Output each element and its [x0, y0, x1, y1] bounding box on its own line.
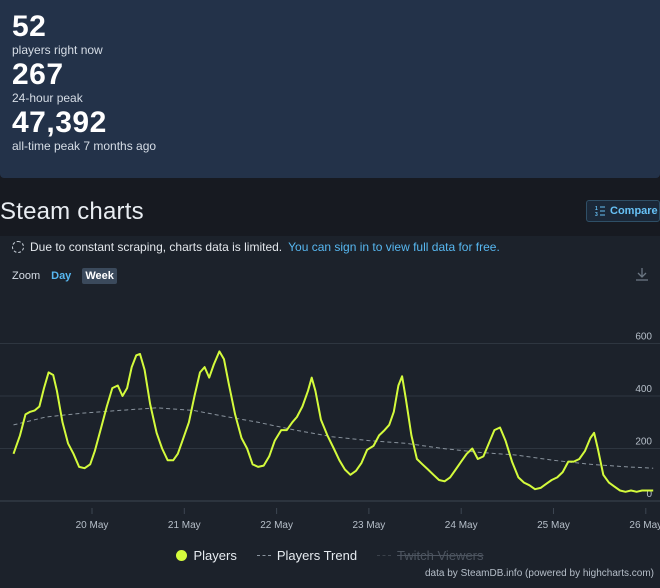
legend-twitch-label: Twitch Viewers: [397, 547, 484, 563]
legend-twitch[interactable]: Twitch Viewers: [377, 547, 484, 563]
zoom-day-button[interactable]: Day: [51, 270, 72, 282]
chart-legend: Players Players Trend Twitch Viewers: [0, 546, 660, 564]
x-tick-label: 22 May: [260, 520, 293, 531]
zoom-label: Zoom: [12, 270, 41, 282]
players-now-value: 52: [12, 10, 47, 43]
legend-trend-label: Players Trend: [276, 547, 358, 563]
players-series-line: [12, 350, 654, 493]
data-limit-notice: Due to constant scraping, charts data is…: [12, 240, 500, 254]
x-tick-label: 25 May: [537, 520, 570, 531]
x-tick-label: 23 May: [353, 520, 386, 531]
compare-button[interactable]: 1 3 Compare: [586, 200, 660, 222]
legend-players[interactable]: Players: [176, 547, 237, 563]
y-tick-label: 200: [635, 437, 652, 448]
players-chart: 0 200 400 600 20 May 21 May 22 May 23 May 24 May…: [0, 332, 660, 531]
trend-series-line: [13, 407, 654, 469]
x-tick-label: 20 May: [76, 520, 109, 531]
compare-icon: 1 3: [595, 206, 605, 217]
x-tick-label: 24 May: [445, 520, 478, 531]
section-header: Steam charts 1 3 Compare: [0, 196, 660, 228]
all-time-peak-label: all-time peak 7 months ago: [12, 139, 157, 153]
sign-in-link[interactable]: You can sign in to view full data for fr…: [288, 240, 500, 254]
y-tick-label: 600: [635, 332, 652, 343]
section-title: Steam charts: [0, 198, 144, 225]
notice-text: Due to constant scraping, charts data is…: [30, 240, 283, 254]
zoom-week-button[interactable]: Week: [82, 268, 117, 284]
peak-24h-label: 24-hour peak: [12, 91, 83, 105]
twitch-dash-icon: [377, 554, 392, 556]
zoom-controls: Zoom Day Week: [12, 266, 117, 286]
peak-24h-value: 267: [12, 58, 64, 91]
compare-label: Compare: [610, 205, 658, 217]
all-time-peak-value: 47,392: [12, 106, 107, 139]
y-tick-label: 0: [646, 489, 652, 500]
y-tick-label: 400: [635, 384, 652, 395]
x-tick-label: 21 May: [168, 520, 201, 531]
svg-text:1: 1: [595, 206, 598, 212]
chart-credit: data by SteamDB.info (powered by highcha…: [425, 568, 654, 579]
trend-dash-icon: [256, 554, 271, 556]
legend-trend[interactable]: Players Trend: [256, 547, 358, 563]
loading-circle-icon: [12, 241, 24, 253]
svg-text:3: 3: [595, 212, 598, 217]
chart-panel: 0 200 400 600 20 May 21 May 22 May 23 May 24 May…: [0, 236, 660, 588]
stats-panel: 52 players right now 267 24-hour peak 47…: [0, 0, 660, 178]
download-icon[interactable]: [634, 266, 650, 282]
players-now-label: players right now: [12, 43, 103, 57]
players-dot-icon: [176, 549, 188, 561]
x-tick-label: 26 May: [629, 520, 660, 531]
legend-players-label: Players: [193, 547, 237, 563]
